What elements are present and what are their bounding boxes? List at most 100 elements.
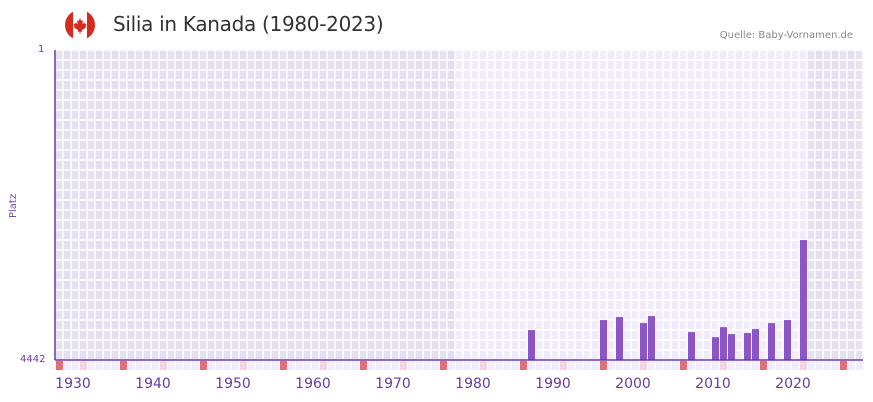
rank-bar-2004 (648, 316, 655, 360)
rank-bar-2009 (688, 332, 695, 360)
year-strip-cell (512, 361, 519, 370)
year-strip-cell (824, 361, 831, 370)
year-strip-cell (536, 361, 543, 370)
y-tick-bottom: 4442 (20, 354, 46, 365)
canada-flag-icon (65, 10, 95, 40)
year-strip-cell (832, 361, 839, 370)
year-strip-cell (64, 361, 71, 370)
year-strip-cell (128, 361, 135, 370)
year-strip-cell (600, 361, 607, 370)
year-strip-cell (112, 361, 119, 370)
year-strip-cell (752, 361, 759, 370)
x-tick-label: 1950 (215, 376, 251, 392)
year-strip-cell (248, 361, 255, 370)
rank-bar-2014 (728, 334, 735, 360)
year-strip-cell (576, 361, 583, 370)
year-strip-cell (432, 361, 439, 370)
year-strip-cell (840, 361, 847, 370)
rank-bar-2021 (784, 320, 791, 360)
year-strip-cell (464, 361, 471, 370)
year-strip-cell (384, 361, 391, 370)
year-strip-cell (584, 361, 591, 370)
year-strip-cell (592, 361, 599, 370)
x-tick-label: 1990 (535, 376, 571, 392)
year-strip-cell (216, 361, 223, 370)
rank-bar-1989 (528, 330, 535, 360)
year-strip-cell (448, 361, 455, 370)
year-strip-cell (680, 361, 687, 370)
year-strip-cell (656, 361, 663, 370)
year-strip-cell (688, 361, 695, 370)
year-strip-cell (488, 361, 495, 370)
year-strip-cell (144, 361, 151, 370)
x-tick-label: 1940 (135, 376, 171, 392)
year-strip-cell (160, 361, 167, 370)
year-strip-cell (520, 361, 527, 370)
year-strip-cell (200, 361, 207, 370)
year-strip-cell (344, 361, 351, 370)
year-strip-cell (304, 361, 311, 370)
year-strip-cell (296, 361, 303, 370)
year-strip-cell (80, 361, 87, 370)
year-strip-cell (632, 361, 639, 370)
year-strip-cell (704, 361, 711, 370)
year-strip-cell (136, 361, 143, 370)
year-strip-cell (528, 361, 535, 370)
year-strip-cell (376, 361, 383, 370)
year-strip-cell (56, 361, 63, 370)
year-strip-cell (560, 361, 567, 370)
year-strip-cell (496, 361, 503, 370)
year-strip-cell (320, 361, 327, 370)
x-tick-label: 1930 (55, 376, 91, 392)
year-strip-cell (88, 361, 95, 370)
year-strip-cell (104, 361, 111, 370)
year-strip-cell (392, 361, 399, 370)
year-strip-cell (672, 361, 679, 370)
year-strip-cell (624, 361, 631, 370)
x-tick-label: 2000 (615, 376, 651, 392)
x-tick-label: 1960 (295, 376, 331, 392)
year-strip-cell (472, 361, 479, 370)
year-strip-cell (808, 361, 815, 370)
x-tick-label: 1970 (375, 376, 411, 392)
year-strip-cell (312, 361, 319, 370)
x-tick-label: 1980 (455, 376, 491, 392)
rank-bar-2000 (616, 317, 623, 360)
year-strip-cell (336, 361, 343, 370)
year-strip-cell (192, 361, 199, 370)
year-strip-cell (328, 361, 335, 370)
year-strip-cell (208, 361, 215, 370)
year-strip-cell (760, 361, 767, 370)
source-credit: Quelle: Baby-Vornamen.de (719, 30, 853, 41)
year-strip-cell (848, 361, 855, 370)
year-strip-cell (224, 361, 231, 370)
year-strip-cell (768, 361, 775, 370)
year-strip-cell (416, 361, 423, 370)
x-tick-label: 2010 (695, 376, 731, 392)
year-strip-cell (240, 361, 247, 370)
year-strip-cell (288, 361, 295, 370)
rank-bar-2013 (720, 327, 727, 360)
year-strip-cell (280, 361, 287, 370)
rank-bar-2019 (768, 323, 775, 360)
rank-bar-2016 (744, 333, 751, 360)
year-strip-cell (696, 361, 703, 370)
year-strip-cell (552, 361, 559, 370)
rank-bar-1998 (600, 320, 607, 360)
year-strip-cell (744, 361, 751, 370)
year-strip-cell (720, 361, 727, 370)
year-strip-cell (816, 361, 823, 370)
year-strip-cell (800, 361, 807, 370)
year-strip-cell (456, 361, 463, 370)
year-strip-cell (168, 361, 175, 370)
year-strip-cell (272, 361, 279, 370)
year-strip-cell (408, 361, 415, 370)
rank-bar-2023 (800, 240, 807, 360)
year-strip-cell (176, 361, 183, 370)
year-strip-cell (264, 361, 271, 370)
year-strip-cell (664, 361, 671, 370)
rank-bar-2017 (752, 329, 759, 360)
year-strip-cell (232, 361, 239, 370)
year-strip-cell (792, 361, 799, 370)
